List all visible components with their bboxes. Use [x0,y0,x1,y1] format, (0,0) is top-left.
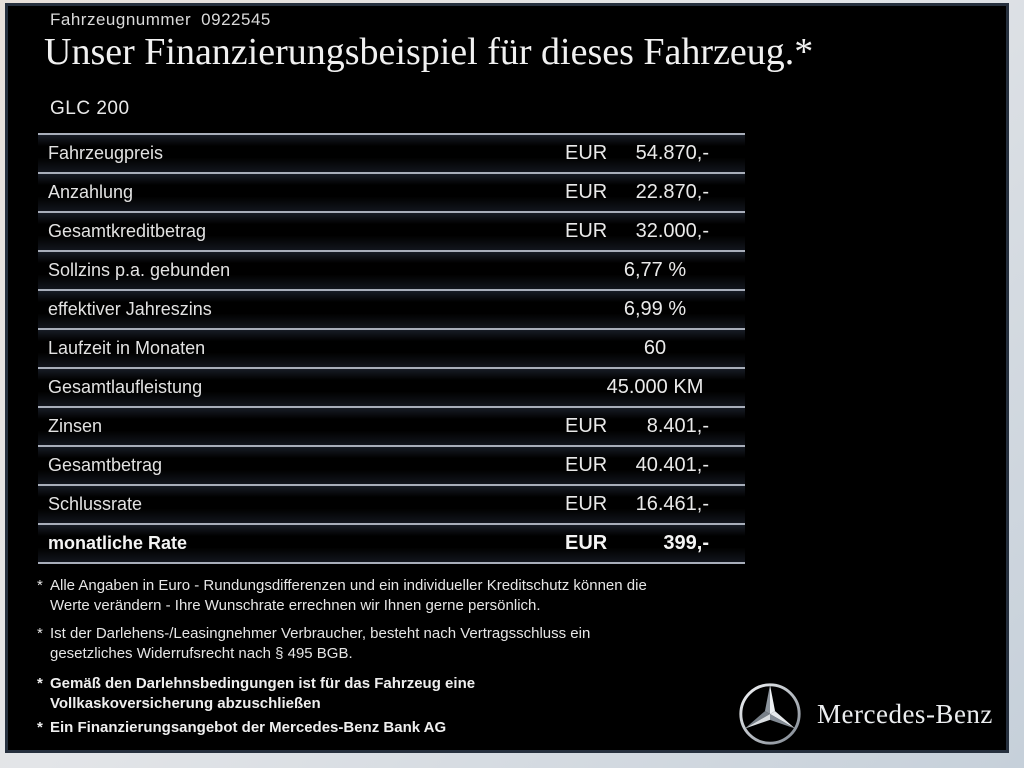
row-value: 40.401,- [635,454,709,476]
mercedes-star-icon [735,679,805,749]
row-value: 45.000 KM [606,376,704,398]
row-value: 54.870,- [635,142,709,164]
row-label: Anzahlung [48,182,134,202]
currency-label: EUR [565,220,608,242]
row-label: effektiver Jahreszins [48,299,212,319]
row-label: Zinsen [48,416,103,436]
row-value: 6,99 % [623,298,687,320]
table-row-zinsen: Zinsen EUR 8.401,- [38,406,745,445]
table-row-monatliche-rate: monatliche Rate EUR 399,- [38,523,745,562]
table-row-effektiver-jahreszins: effektiver Jahreszins 6,99 % [38,289,745,328]
footnote-text: Alle Angaben in Euro - Rundungsdifferenz… [50,577,647,614]
table-row-schlussrate: Schlussrate EUR 16.461,- [38,484,745,523]
footnote-vollkasko: * Gemäß den Darlehnsbedingungen ist für … [37,674,745,714]
brand-logo: Mercedes-Benz [735,678,1005,750]
table-row-anzahlung: Anzahlung EUR 22.870,- [38,172,745,211]
table-row-gesamtbetrag: Gesamtbetrag EUR 40.401,- [38,445,745,484]
page-title: Unser Finanzierungsbeispiel für dieses F… [44,31,814,73]
asterisk-marker: * [37,625,43,642]
row-label: Laufzeit in Monaten [48,338,206,358]
row-value: 32.000,- [635,220,709,242]
table-row-laufzeit: Laufzeit in Monaten 60 [38,328,745,367]
brand-name: Mercedes-Benz [817,698,993,729]
currency-label: EUR [565,454,608,476]
footnote-text: Ist der Darlehens-/Leasingnehmer Verbrau… [50,625,591,662]
footnote-rounding: * Alle Angaben in Euro - Rundungsdiffere… [37,576,745,616]
table-row-gesamtlaufleistung: Gesamtlaufleistung 45.000 KM [38,367,745,406]
vehicle-number: Fahrzeugnummer 0922545 [50,10,271,30]
currency-label: EUR [565,532,608,554]
row-value: 60 [643,337,667,359]
currency-label: EUR [565,181,608,203]
vehicle-number-value: 0922545 [201,10,271,29]
footnote-text: Gemäß den Darlehnsbedingungen ist für da… [50,675,476,712]
row-value: 6,77 % [623,259,687,281]
currency-label: EUR [565,142,608,164]
finance-sheet: Fahrzeugnummer 0922545 Unser Finanzierung… [5,3,1009,753]
table-row-gesamtkreditbetrag: Gesamtkreditbetrag EUR 32.000,- [38,211,745,250]
table-row-sollzins: Sollzins p.a. gebunden 6,77 % [38,250,745,289]
footnote-widerrufsrecht: * Ist der Darlehens-/Leasingnehmer Verbr… [37,624,745,664]
asterisk-marker: * [37,577,43,594]
row-label: Gesamtbetrag [48,455,163,475]
row-value: 8.401,- [646,415,709,437]
table-row-fahrzeugpreis: Fahrzeugpreis EUR 54.870,- [38,133,745,172]
row-label: Gesamtlaufleistung [48,377,203,397]
footnotes: * Alle Angaben in Euro - Rundungsdiffere… [37,576,745,738]
row-label: Sollzins p.a. gebunden [48,260,231,280]
currency-label: EUR [565,415,608,437]
row-label: Schlussrate [48,494,143,514]
asterisk-marker: * [37,719,43,736]
finance-table: Fahrzeugpreis EUR 54.870,- Anzahlung EUR 2… [38,133,745,564]
currency-label: EUR [565,493,608,515]
vehicle-model: GLC 200 [50,98,130,119]
footnote-bank: * Ein Finanzierungsangebot der Mercedes-… [37,718,745,738]
row-value: 16.461,- [635,493,709,515]
row-label: Gesamtkreditbetrag [48,221,207,241]
row-label: monatliche Rate [48,533,188,553]
vehicle-number-label: Fahrzeugnummer [50,10,192,29]
asterisk-marker: * [37,675,43,692]
footnote-text: Ein Finanzierungsangebot der Mercedes-Be… [50,719,447,736]
row-value: 22.870,- [635,181,709,203]
row-label: Fahrzeugpreis [48,143,164,163]
row-value: 399,- [663,532,709,554]
